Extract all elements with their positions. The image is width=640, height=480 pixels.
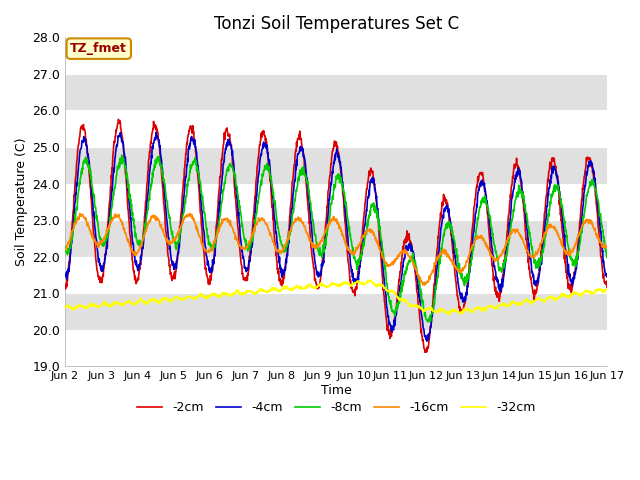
-8cm	[292, 193, 300, 199]
-32cm	[125, 298, 133, 303]
-32cm	[303, 283, 310, 288]
Bar	[65, 110, 607, 147]
Bar	[65, 74, 607, 110]
-4cm	[103, 243, 111, 249]
-4cm	[125, 198, 133, 204]
Bar	[65, 183, 607, 220]
-8cm	[370, 207, 378, 213]
-32cm	[367, 277, 375, 283]
-16cm	[292, 216, 300, 221]
-16cm	[312, 245, 320, 251]
Title: Tonzi Soil Temperatures Set C: Tonzi Soil Temperatures Set C	[214, 15, 459, 33]
-4cm	[152, 129, 160, 135]
-32cm	[291, 284, 299, 289]
-2cm	[103, 232, 111, 238]
-16cm	[370, 230, 378, 236]
Bar	[65, 37, 607, 74]
-2cm	[370, 178, 378, 183]
Line: -2cm: -2cm	[65, 120, 607, 352]
-32cm	[103, 301, 111, 307]
-4cm	[312, 268, 320, 274]
Line: -8cm: -8cm	[65, 155, 607, 322]
-2cm	[604, 286, 611, 291]
-2cm	[115, 117, 122, 122]
-32cm	[370, 280, 378, 286]
-16cm	[125, 239, 133, 245]
-16cm	[421, 282, 429, 288]
-2cm	[312, 282, 320, 288]
-8cm	[303, 178, 310, 184]
-4cm	[61, 273, 68, 279]
Bar	[65, 330, 607, 366]
-32cm	[61, 305, 68, 311]
-32cm	[445, 312, 452, 318]
-2cm	[125, 221, 133, 227]
-8cm	[61, 244, 68, 250]
-4cm	[292, 170, 300, 176]
-16cm	[103, 229, 111, 235]
Bar	[65, 293, 607, 330]
-16cm	[186, 211, 194, 216]
-8cm	[424, 319, 432, 325]
-2cm	[61, 286, 68, 291]
Line: -32cm: -32cm	[65, 280, 607, 315]
-32cm	[604, 286, 611, 292]
-16cm	[604, 243, 611, 249]
-4cm	[303, 176, 310, 181]
-2cm	[292, 149, 300, 155]
-8cm	[604, 250, 611, 256]
-16cm	[61, 246, 68, 252]
X-axis label: Time: Time	[321, 384, 351, 397]
-8cm	[125, 195, 133, 201]
-4cm	[604, 272, 611, 278]
Y-axis label: Soil Temperature (C): Soil Temperature (C)	[15, 138, 28, 266]
Text: TZ_fmet: TZ_fmet	[70, 42, 127, 55]
-16cm	[303, 229, 310, 235]
-2cm	[303, 186, 310, 192]
-8cm	[103, 235, 111, 241]
-8cm	[118, 152, 125, 158]
-2cm	[421, 349, 429, 355]
Bar	[65, 220, 607, 257]
Bar	[65, 257, 607, 293]
Legend: -2cm, -4cm, -8cm, -16cm, -32cm: -2cm, -4cm, -8cm, -16cm, -32cm	[132, 396, 540, 420]
-4cm	[370, 179, 378, 185]
Bar	[65, 147, 607, 183]
-4cm	[423, 338, 431, 344]
Line: -4cm: -4cm	[65, 132, 607, 341]
Line: -16cm: -16cm	[65, 214, 607, 285]
-8cm	[312, 240, 320, 245]
-32cm	[312, 284, 320, 290]
